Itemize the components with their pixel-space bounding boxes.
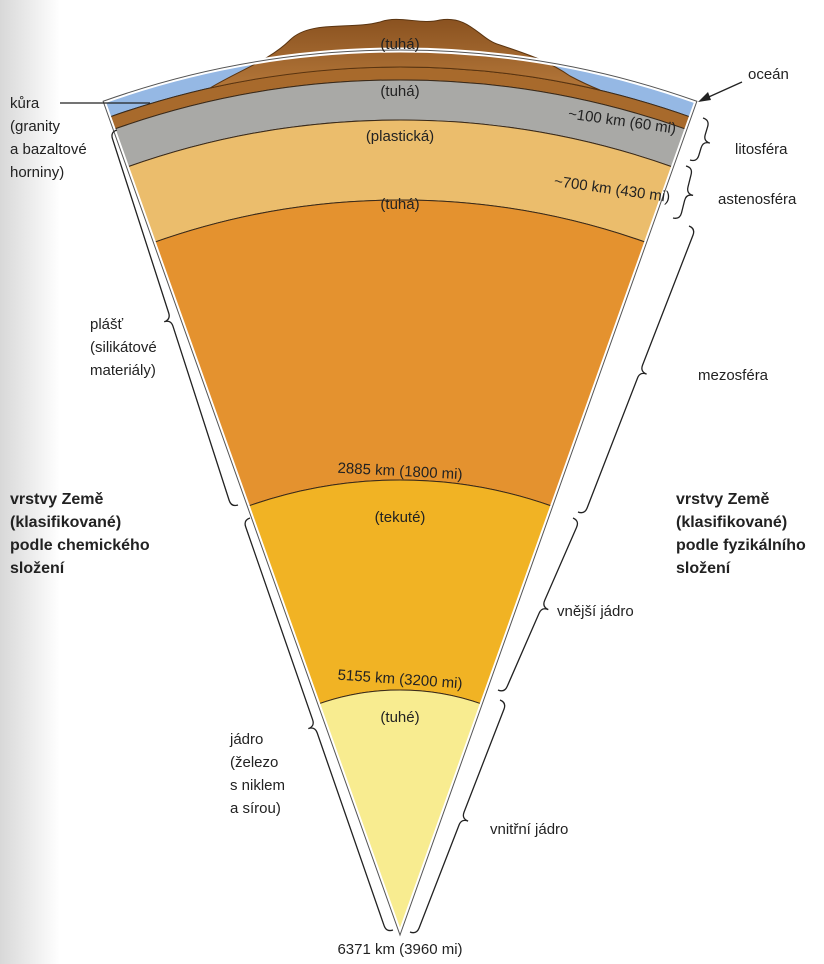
lithosphere-label: litosféra [735,141,788,158]
physical-heading: vrstvy Země [676,491,769,508]
arrowhead [698,92,711,102]
ocean-label: oceán [748,66,789,83]
brace [673,166,693,218]
crust-label: (granity [10,118,61,135]
inner-core-label: vnitřní jádro [490,821,568,838]
depth-label: 6371 km (3960 mi) [337,941,462,958]
physical-heading: podle fyzikálního [676,537,806,554]
chemical-heading: podle chemického [10,537,150,554]
mesosphere [153,200,646,506]
physical-heading: složení [676,560,731,577]
crust-label: a bazaltové [10,141,87,158]
chemical-heading: složení [10,560,65,577]
mantle-label: (silikátové [90,339,157,356]
chemical-heading: vrstvy Země [10,491,103,508]
layer-label: (tuhé) [380,709,419,726]
core-label: a sírou) [230,800,281,817]
mantle-label: plášť [90,316,124,333]
brace [690,118,710,161]
layer-label: (tuhá) [380,83,419,100]
outer-core-label: vnější jádro [557,603,634,620]
crust-label: kůra [10,95,40,112]
mantle-label: materiály) [90,362,156,379]
layer-label: (tekuté) [375,509,426,526]
core-label: s niklem [230,777,285,794]
layer-label: (plastická) [366,128,434,145]
diagram: (tuhá) (tuhá) (plastická) (tuhá) (tekuté) (tu… [0,0,824,964]
page: {"layer_labels": ["(tuhá)", "(tuhá)", "(… [0,0,824,964]
layer-label: (tuhá) [380,36,419,53]
layer-label: (tuhá) [380,196,419,213]
inner-core [318,690,482,935]
chemical-heading: (klasifikované) [10,514,121,531]
physical-heading: (klasifikované) [676,514,787,531]
mesosphere-label: mezosféra [698,367,769,384]
core-label: jádro [229,731,263,748]
crust-label: horniny) [10,164,64,181]
core-label: (železo [230,754,278,771]
asthenosphere-label: astenosféra [718,191,797,208]
